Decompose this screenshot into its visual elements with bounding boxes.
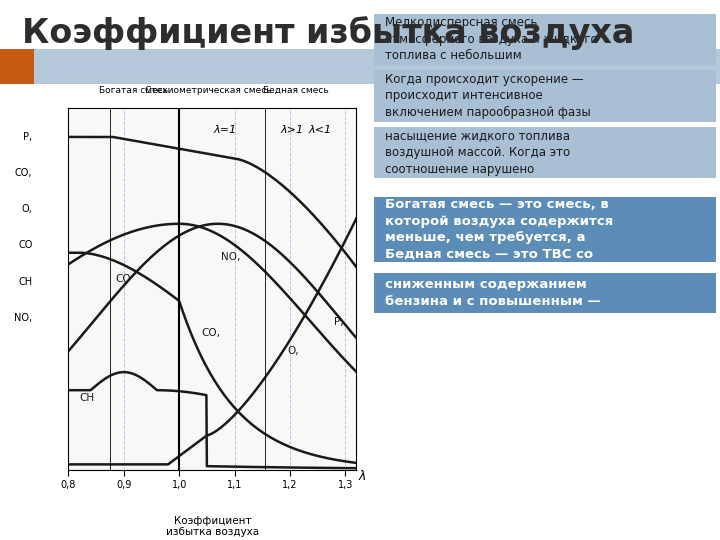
Text: Коэффициент: Коэффициент	[174, 516, 251, 526]
Text: Стехиометрическая смесь: Стехиометрическая смесь	[145, 86, 271, 96]
Text: P,: P,	[334, 317, 344, 327]
Text: O,: O,	[22, 204, 32, 214]
Text: NO,: NO,	[14, 313, 32, 323]
Text: избытка воздуха: избытка воздуха	[166, 527, 259, 537]
Text: Богатая смесь — это смесь, в
которой воздуха содержится
меньше, чем требуется, а: Богатая смесь — это смесь, в которой воз…	[384, 198, 613, 261]
Text: λ<1: λ<1	[309, 125, 332, 136]
Text: CH: CH	[18, 276, 32, 287]
Text: Богатая смесь: Богатая смесь	[99, 86, 168, 96]
Text: λ=1: λ=1	[214, 125, 237, 136]
Text: Бедная смесь: Бедная смесь	[263, 86, 329, 96]
Text: Когда происходит ускорение —
происходит интенсивное
включением парообразной фазы: Когда происходит ускорение — происходит …	[384, 73, 590, 119]
Text: CO,: CO,	[15, 168, 32, 178]
Text: O,: O,	[287, 346, 299, 356]
Text: CO: CO	[115, 274, 131, 284]
Text: сниженным содержанием
бензина и с повышенным —: сниженным содержанием бензина и с повыше…	[384, 278, 600, 308]
Text: CH: CH	[79, 393, 94, 403]
Text: CO: CO	[18, 240, 32, 251]
Text: λ: λ	[359, 470, 366, 483]
Text: Мелкодисперсная смесь
атмосферного воздуха и жидкого
топлива с небольшим: Мелкодисперсная смесь атмосферного возду…	[384, 16, 598, 62]
Text: P,: P,	[23, 132, 32, 142]
Text: насыщение жидкого топлива
воздушной массой. Когда это
соотношение нарушено: насыщение жидкого топлива воздушной масс…	[384, 130, 570, 176]
Text: Коэффициент избытка воздуха: Коэффициент избытка воздуха	[22, 16, 634, 50]
Text: CO,: CO,	[202, 328, 220, 338]
Text: NO,: NO,	[221, 252, 240, 262]
Text: λ>1: λ>1	[280, 125, 303, 136]
